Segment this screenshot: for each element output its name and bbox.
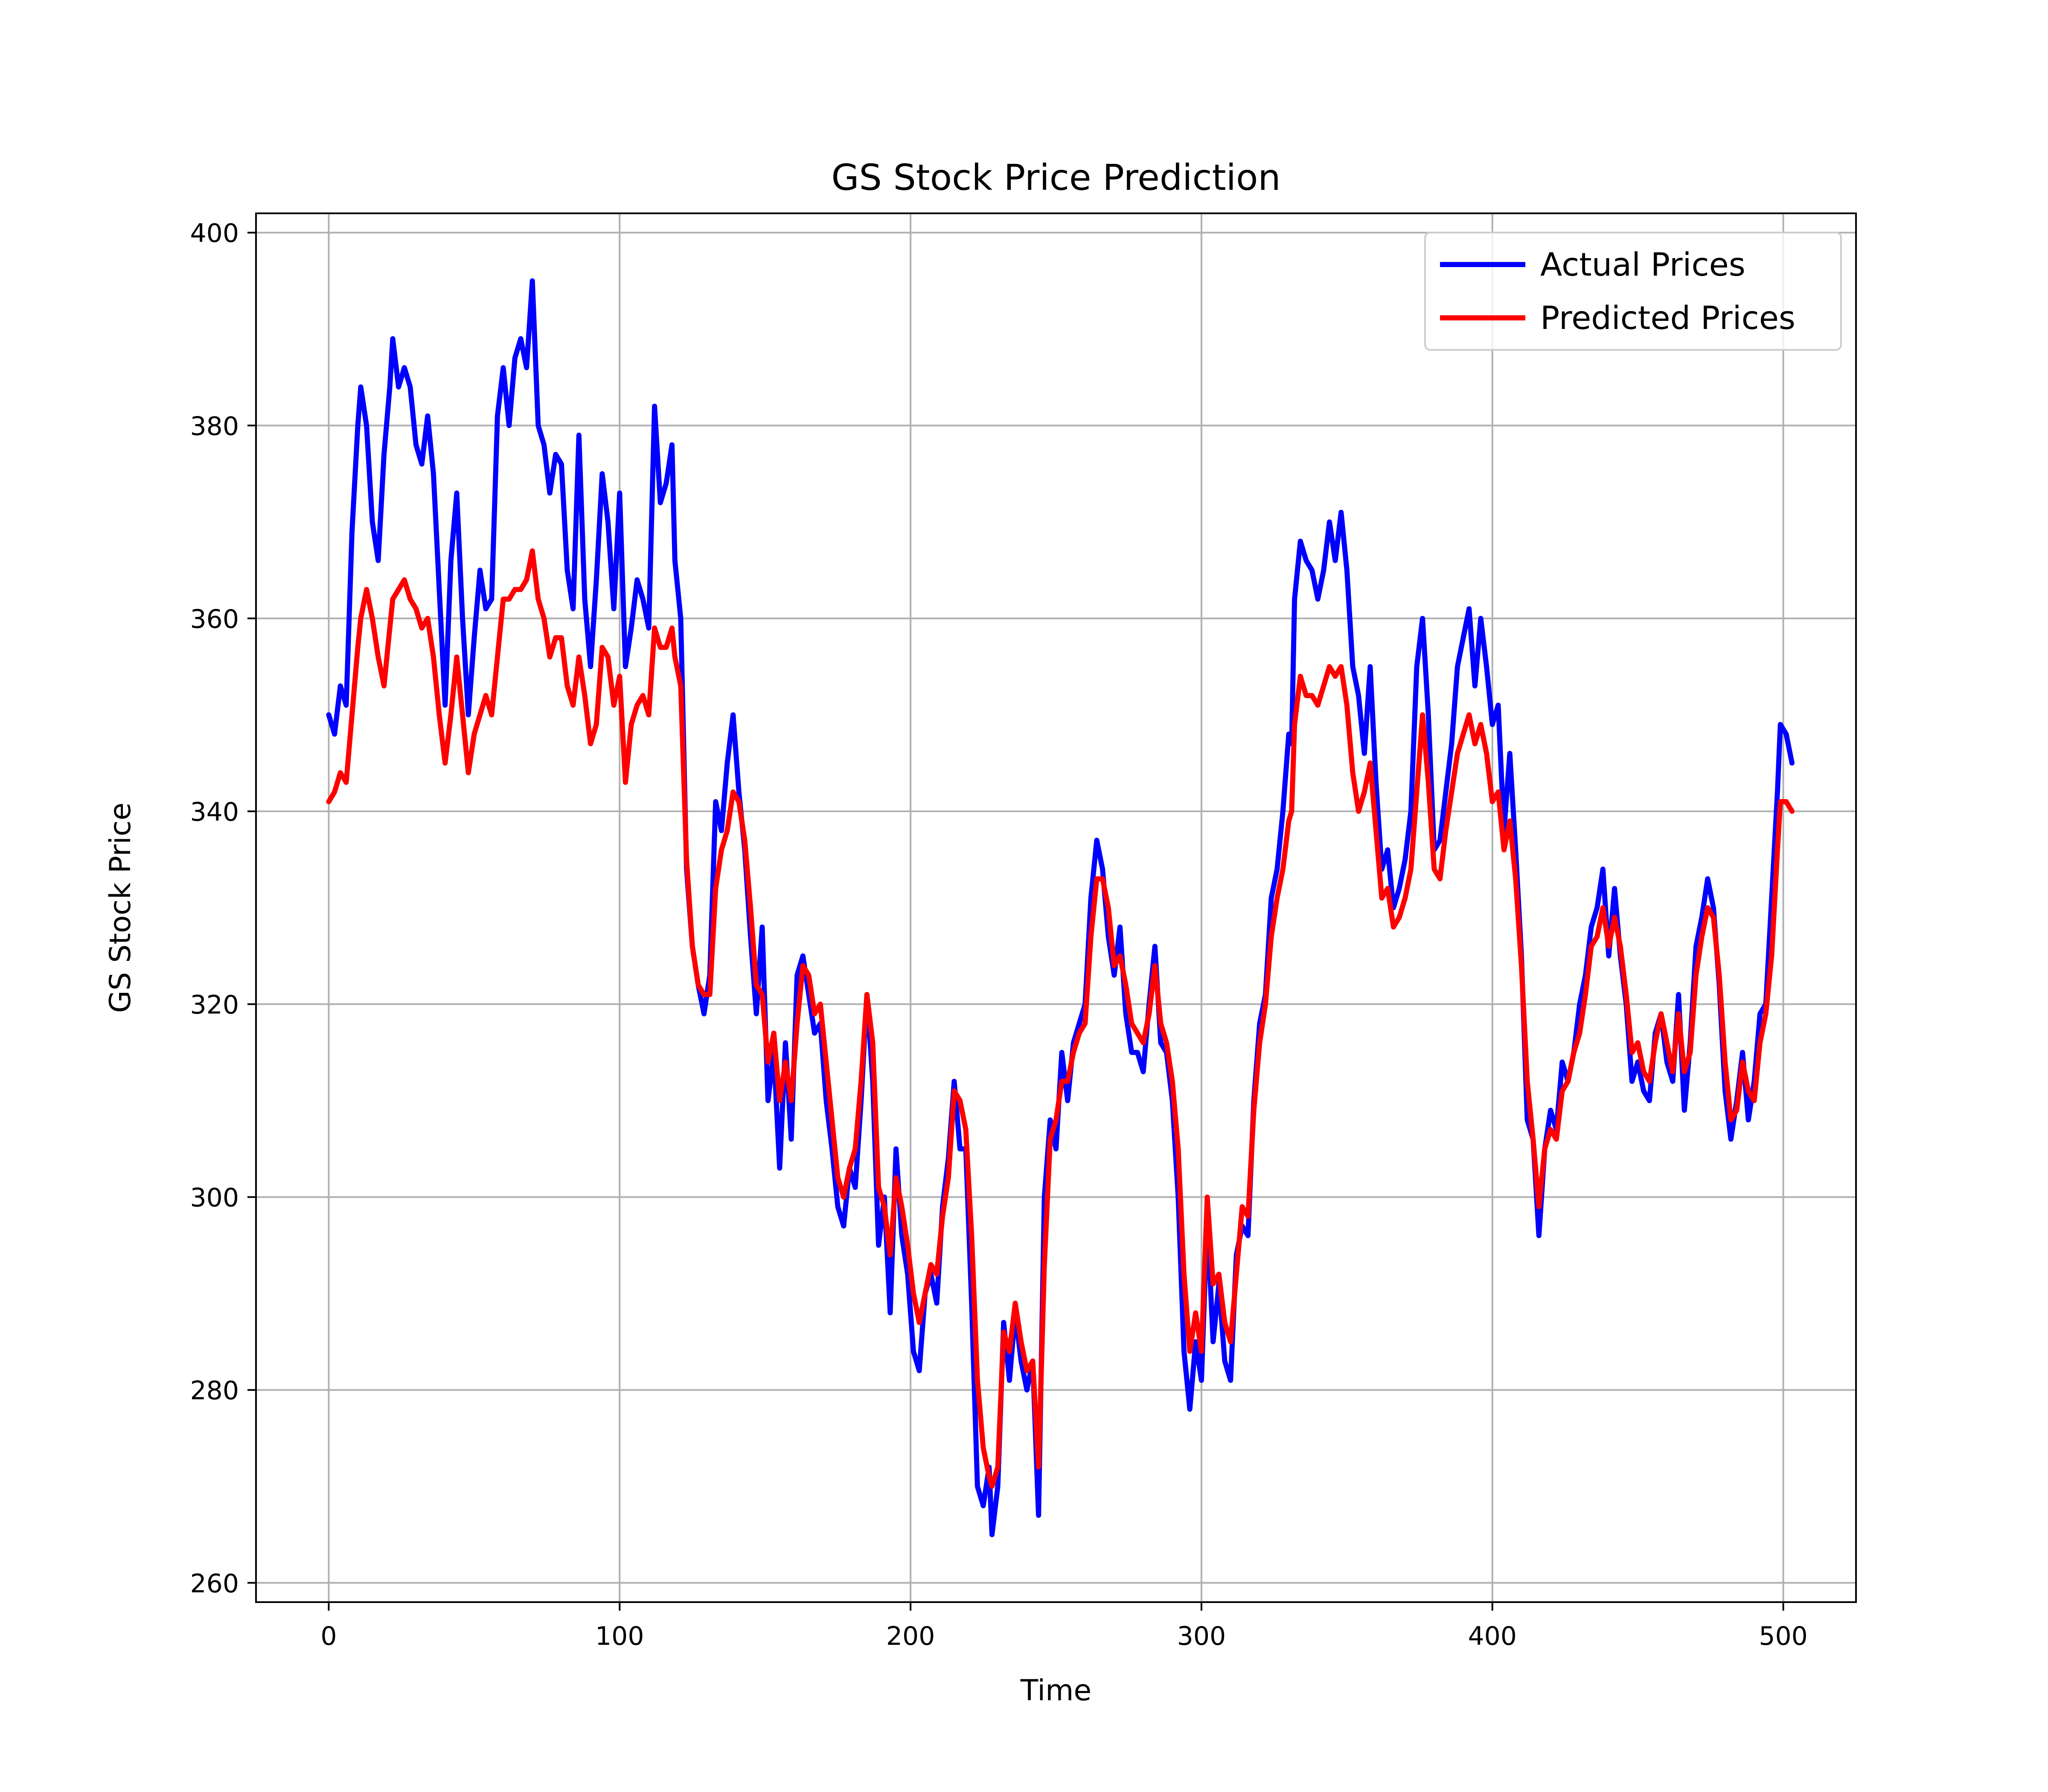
x-tick-label: 200 (886, 1621, 935, 1651)
x-tick-label: 500 (1759, 1621, 1808, 1651)
plot-area-frame (255, 212, 1857, 1603)
x-tick-label: 100 (595, 1621, 644, 1651)
axis-ticks: 0 100 200 300 400 500 260 280 300 320 340 360 380 400 (190, 218, 1807, 1651)
series-line-predicted (326, 548, 1795, 1489)
x-tick-label: 400 (1468, 1621, 1517, 1651)
chart-title: GS Stock Price Prediction (831, 157, 1280, 198)
y-tick-label: 380 (190, 411, 239, 441)
legend-label: Actual Prices (1540, 246, 1745, 283)
legend: Actual Prices Predicted Prices (1424, 232, 1842, 351)
legend-box (1424, 232, 1842, 351)
y-axis-label: GS Stock Price (104, 803, 137, 1013)
x-tick-label: 0 (320, 1621, 337, 1651)
y-tick-label: 320 (190, 990, 239, 1020)
legend-label: Predicted Prices (1540, 299, 1795, 337)
x-tick-label: 300 (1177, 1621, 1226, 1651)
y-tick-label: 360 (190, 604, 239, 634)
y-tick-label: 400 (190, 218, 239, 248)
x-axis-label: Time (1020, 1674, 1091, 1708)
y-tick-label: 300 (190, 1183, 239, 1213)
series-lines (326, 278, 1795, 1537)
y-tick-label: 280 (190, 1376, 239, 1406)
grid-lines (256, 213, 1856, 1602)
y-tick-label: 260 (190, 1569, 239, 1599)
y-tick-label: 340 (190, 797, 239, 827)
